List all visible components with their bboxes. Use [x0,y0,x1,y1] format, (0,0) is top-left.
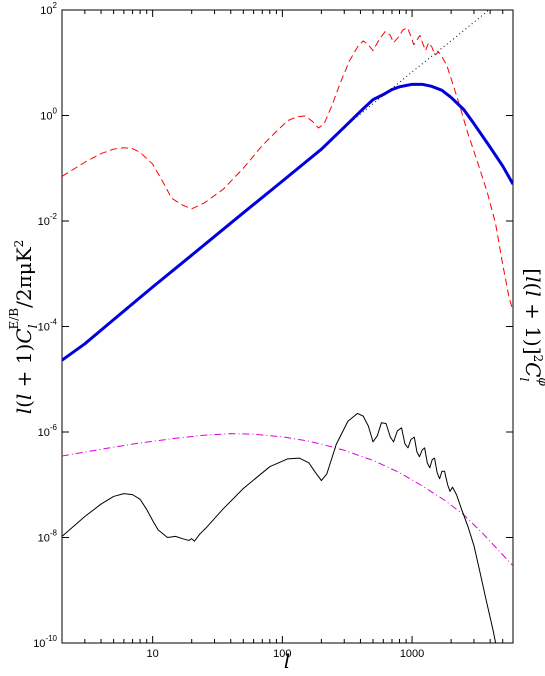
y-tick-label: 102 [40,1,57,17]
x-tick-label: 10 [147,648,159,660]
x-axis-ticks: 10 100 1000 [61,10,514,660]
series-line-3 [343,10,490,128]
y-tick-label: 10-2 [38,212,58,228]
x-tick-label: 1000 [400,648,424,660]
y-tick-label: 100 [40,107,57,123]
series-line-2 [62,82,513,362]
plot-frame [61,9,514,644]
series-line-4 [62,433,513,567]
y-axis-label-left: l(l + 1)ClE/B/2πμK2 [7,240,40,415]
y-axis-label-right: [l(l + 1)]2Clφ [517,268,545,386]
y-tick-label: 10-10 [33,634,57,650]
y-tick-label: 10-6 [38,423,58,439]
series-line-1 [62,27,513,311]
x-axis-label: l [284,649,290,673]
y-axis-ticks: 102 100 10-2 10-4 10-6 10-8 10-10 [33,1,513,650]
series-layer [62,10,513,643]
series-line-5 [62,412,497,643]
y-tick-label: 10-8 [38,529,58,545]
x-tick-label: 100 [273,648,291,660]
y-tick-label: 10-4 [38,318,58,334]
